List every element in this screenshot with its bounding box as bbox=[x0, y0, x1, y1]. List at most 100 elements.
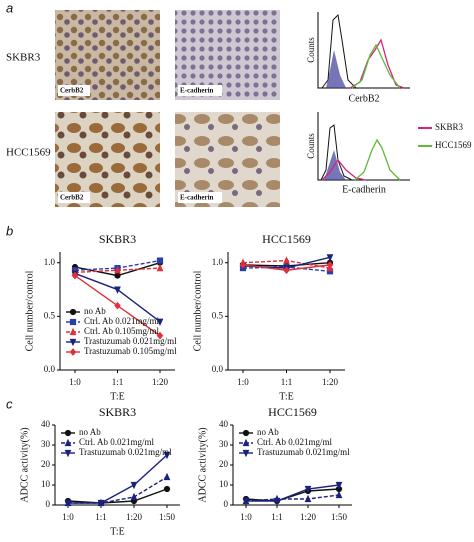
marker bbox=[69, 327, 77, 336]
histogram-x-label: CerbB2 bbox=[348, 93, 379, 104]
marker bbox=[64, 449, 72, 458]
y-axis-label: Cell number/control bbox=[24, 270, 35, 351]
marker bbox=[304, 494, 312, 503]
histogram-curve bbox=[326, 50, 346, 88]
y-tick-label: 0.5 bbox=[44, 310, 56, 320]
marker bbox=[64, 429, 72, 437]
marker bbox=[156, 331, 164, 340]
marker bbox=[242, 449, 250, 458]
y-tick-label: 40 bbox=[219, 419, 229, 429]
y-tick-label: 10 bbox=[219, 479, 229, 489]
y-axis-label: ADCC activity(%) bbox=[197, 427, 208, 502]
x-tick-label: 1:1 bbox=[95, 512, 107, 522]
marker bbox=[304, 485, 312, 494]
x-tick-label: 1:20 bbox=[152, 377, 169, 387]
panel-label: c bbox=[6, 396, 13, 411]
marker bbox=[130, 481, 138, 490]
y-tick-label: 0 bbox=[46, 499, 51, 509]
x-tick-label: 1:1 bbox=[271, 512, 283, 522]
marker bbox=[242, 438, 250, 447]
histogram-x-label: E-cadherin bbox=[342, 184, 386, 195]
y-tick-label: 0.0 bbox=[212, 364, 224, 374]
marker bbox=[114, 301, 121, 310]
stain-box bbox=[178, 192, 222, 203]
y-tick-label: 1.0 bbox=[212, 257, 224, 267]
y-axis-label: Cell number/control bbox=[192, 270, 203, 351]
panel-label: b bbox=[6, 223, 13, 238]
marker bbox=[273, 497, 281, 506]
marker bbox=[64, 499, 72, 508]
x-tick-label: 1:1 bbox=[281, 377, 293, 387]
chart-title: SKBR3 bbox=[99, 405, 136, 419]
y-tick-label: 20 bbox=[219, 459, 229, 469]
x-axis-label: T:E bbox=[110, 526, 125, 537]
series-line bbox=[246, 484, 340, 502]
x-tick-label: 1:20 bbox=[322, 377, 339, 387]
marker bbox=[64, 438, 72, 447]
histogram-curve bbox=[351, 43, 401, 89]
series-line bbox=[68, 476, 168, 504]
chart-title: SKBR3 bbox=[99, 232, 136, 246]
legend-label: SKBR3 bbox=[435, 122, 464, 132]
marker bbox=[69, 338, 77, 347]
marker bbox=[114, 272, 121, 279]
stain-box bbox=[58, 192, 90, 203]
row-label: HCC1569 bbox=[6, 147, 51, 159]
row-label: SKBR3 bbox=[6, 52, 41, 64]
marker bbox=[326, 254, 334, 262]
marker bbox=[69, 318, 77, 326]
y-tick-label: 0.5 bbox=[212, 310, 224, 320]
chart-title: HCC1569 bbox=[268, 405, 317, 419]
y-tick-label: 0.0 bbox=[44, 364, 56, 374]
marker bbox=[69, 308, 77, 316]
x-axis-label: T:E bbox=[110, 391, 125, 402]
x-tick-label: 1:20 bbox=[300, 512, 317, 522]
stain-box bbox=[178, 85, 222, 96]
y-tick-label: 10 bbox=[41, 479, 51, 489]
marker bbox=[71, 271, 79, 280]
legend-label: HCC1569 bbox=[435, 140, 472, 150]
legend-label: Ctrl. Ab 0.105mg/ml bbox=[84, 326, 160, 336]
marker bbox=[239, 260, 247, 269]
marker bbox=[114, 286, 121, 294]
series-line bbox=[245, 494, 340, 502]
legend-label: Trastuzumab 0.021mg/ml bbox=[257, 447, 350, 457]
legend-label: no Ab bbox=[84, 306, 106, 316]
marker bbox=[335, 481, 343, 490]
legend-label: Ctrl. Ab 0.021mg/ml bbox=[257, 437, 333, 447]
y-tick-label: 1.0 bbox=[44, 257, 56, 267]
marker bbox=[156, 318, 164, 327]
y-axis-label: ADCC activity(%) bbox=[19, 427, 30, 502]
stain-label: E-cadherin bbox=[180, 194, 214, 202]
stain-label: CerbB2 bbox=[60, 194, 84, 202]
y-tick-label: 0 bbox=[224, 499, 229, 509]
x-tick-label: 1:20 bbox=[126, 512, 143, 522]
legend-label: Ctrl. Ab 0.021mg/ml bbox=[79, 437, 155, 447]
y-tick-label: 20 bbox=[41, 459, 51, 469]
x-tick-label: 1:0 bbox=[240, 512, 252, 522]
legend-label: Trastuzumab 0.021mg/ml bbox=[84, 336, 177, 346]
stain-label: E-cadherin bbox=[180, 87, 214, 95]
chart-title: HCC1569 bbox=[262, 232, 311, 246]
x-tick-label: 1:0 bbox=[62, 512, 74, 522]
stain-box bbox=[58, 85, 90, 96]
marker bbox=[163, 451, 171, 460]
x-axis-label: T:E bbox=[279, 391, 294, 402]
marker bbox=[130, 492, 138, 501]
marker bbox=[163, 485, 171, 493]
y-tick-label: 30 bbox=[219, 439, 229, 449]
marker bbox=[335, 490, 343, 499]
legend-label: Trastuzumab 0.021mg/ml bbox=[79, 447, 172, 457]
x-tick-label: 1:0 bbox=[69, 377, 81, 387]
panel-label: a bbox=[6, 0, 13, 15]
marker bbox=[242, 497, 250, 506]
histogram-curve bbox=[354, 138, 401, 181]
histogram-axis bbox=[317, 112, 410, 181]
legend-label: no Ab bbox=[79, 427, 101, 437]
x-tick-label: 1:0 bbox=[237, 377, 249, 387]
x-tick-label: 1:50 bbox=[331, 512, 348, 522]
y-tick-label: 30 bbox=[41, 439, 51, 449]
marker bbox=[283, 266, 290, 275]
marker bbox=[69, 348, 77, 356]
